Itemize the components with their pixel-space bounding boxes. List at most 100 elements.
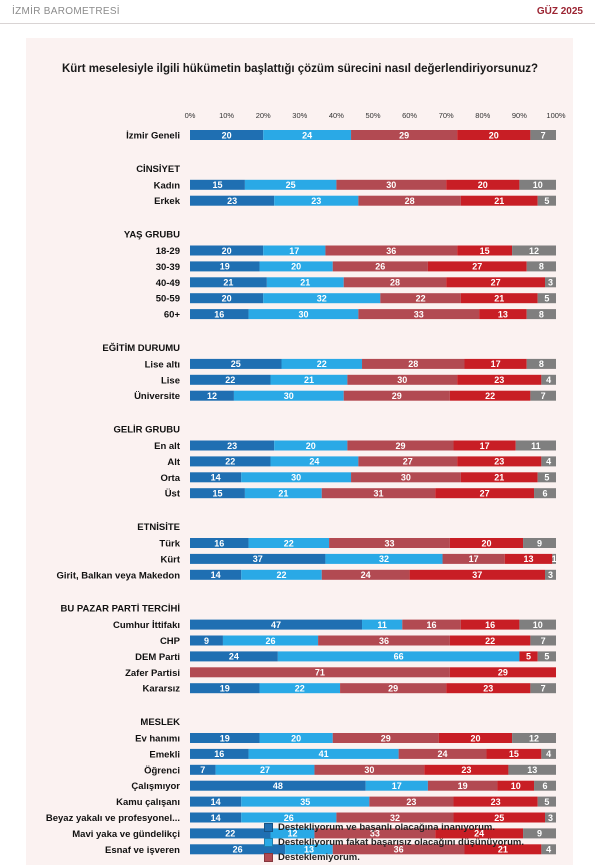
- legend-label: Destekliyorum ve başanlı olacağına inanı…: [278, 822, 495, 833]
- bar-segment: [190, 812, 242, 823]
- x-tick-label: 0%: [185, 111, 196, 120]
- bar-segment: [449, 635, 531, 646]
- bar-segment: [248, 748, 399, 759]
- bar-segment: [526, 309, 556, 320]
- data-label: 3: [548, 813, 553, 823]
- bar-segment: [190, 456, 271, 467]
- data-label: 27: [260, 765, 270, 775]
- bar-segment: [442, 553, 505, 564]
- bar-segment: [545, 569, 556, 580]
- data-label: 4: [546, 845, 551, 855]
- x-tick-label: 100%: [546, 111, 566, 120]
- bar-segment: [190, 261, 260, 272]
- data-label: 15: [480, 246, 490, 256]
- row-label: Lise altı: [145, 359, 180, 370]
- bar-segment: [457, 245, 513, 256]
- bar-segment: [534, 488, 556, 499]
- bar-segment: [427, 780, 498, 791]
- data-label: 5: [544, 797, 549, 807]
- bar-segment: [259, 261, 333, 272]
- data-label: 27: [403, 457, 413, 467]
- bar-segment: [347, 440, 454, 451]
- data-label: 6: [543, 489, 548, 499]
- legend-swatch-3: [264, 853, 273, 862]
- bar-segment: [336, 812, 454, 823]
- bar-segment: [274, 195, 359, 206]
- group-title: GELİR GRUBU: [114, 425, 181, 436]
- bar-segment: [453, 796, 538, 807]
- data-label: 21: [494, 294, 504, 304]
- row-label: Beyaz yakalı ve profesyonel...: [46, 813, 180, 824]
- data-label: 66: [394, 652, 404, 662]
- data-label: 20: [478, 180, 488, 190]
- data-label: 3: [548, 278, 553, 288]
- bar-segment: [526, 261, 556, 272]
- row-label: 40-49: [156, 278, 180, 289]
- bar-segment: [351, 130, 458, 140]
- bar-segment: [266, 277, 344, 288]
- data-label: 24: [474, 829, 484, 839]
- bar-segment: [190, 844, 286, 855]
- bar-segment: [241, 472, 352, 483]
- data-label: 25: [494, 813, 504, 823]
- data-label: 30: [386, 180, 396, 190]
- bar-segment: [314, 828, 436, 839]
- bar-segment: [457, 456, 542, 467]
- bar-segment: [190, 277, 267, 288]
- data-label: 13: [304, 845, 314, 855]
- bar-segment: [259, 683, 341, 694]
- bar-segment: [519, 651, 538, 662]
- data-label: 1: [552, 554, 557, 564]
- data-label: 10: [533, 180, 543, 190]
- bar-segment: [190, 309, 249, 320]
- bar-segment: [530, 683, 556, 694]
- data-label: 27: [480, 489, 490, 499]
- bar-segment: [190, 538, 249, 548]
- data-label: 19: [458, 781, 468, 791]
- bar-segment: [343, 390, 450, 401]
- data-label: 5: [526, 652, 531, 662]
- data-label: 30: [291, 473, 301, 483]
- bar-segment: [541, 748, 556, 759]
- data-label: 20: [291, 733, 301, 743]
- bar-segment: [530, 130, 556, 140]
- row-label: Kadın: [154, 180, 181, 191]
- data-label: 9: [537, 538, 542, 548]
- data-label: 36: [386, 246, 396, 256]
- data-label: 29: [392, 391, 402, 401]
- data-label: 22: [295, 684, 305, 694]
- bar-segment: [541, 374, 556, 385]
- bar-segment: [190, 764, 216, 775]
- data-label: 4: [546, 375, 551, 385]
- bar-segment: [241, 812, 337, 823]
- bar-segment: [537, 472, 556, 483]
- data-label: 22: [225, 829, 235, 839]
- bar-segment: [190, 667, 450, 678]
- bar-segment: [190, 179, 245, 190]
- bar-segment: [457, 130, 531, 140]
- data-label: 27: [472, 262, 482, 272]
- bar-segment: [244, 488, 322, 499]
- bar-segment: [530, 635, 556, 646]
- row-label: Üst: [165, 489, 181, 500]
- group-title: ETNİSİTE: [137, 522, 180, 533]
- bar-segment: [190, 245, 264, 256]
- data-label: 30: [284, 391, 294, 401]
- data-label: 4: [546, 457, 551, 467]
- data-label: 17: [469, 554, 479, 564]
- data-label: 17: [289, 246, 299, 256]
- bar-segment: [512, 733, 556, 743]
- data-label: 10: [533, 620, 543, 630]
- data-label: 7: [541, 391, 546, 401]
- bar-segment: [545, 812, 556, 823]
- bar-segment: [438, 733, 513, 743]
- data-label: 24: [361, 570, 371, 580]
- legend-item: Destekliyorum fakat başarısız olacağını …: [264, 835, 524, 850]
- bar-segment: [427, 261, 527, 272]
- bar-segment: [190, 130, 264, 140]
- bar-segment: [453, 440, 516, 451]
- data-label: 7: [541, 684, 546, 694]
- data-label: 15: [212, 180, 222, 190]
- bar-segment: [523, 538, 556, 548]
- data-label: 23: [494, 457, 504, 467]
